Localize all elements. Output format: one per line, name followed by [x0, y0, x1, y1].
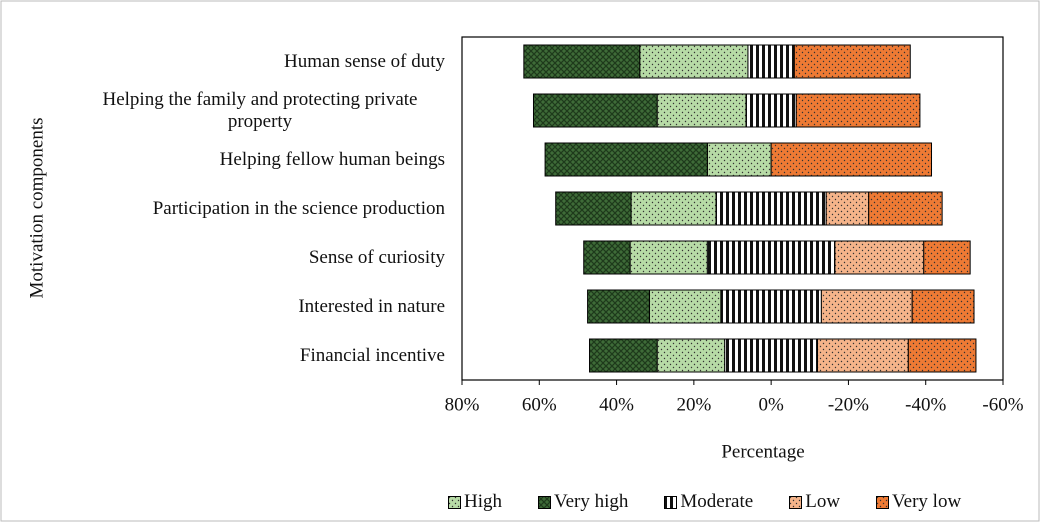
x-tick-label: -40%: [905, 394, 946, 415]
x-axis-label: Percentage: [721, 441, 804, 462]
bar-segment: [907, 338, 977, 373]
legend-swatch-rect: [876, 495, 890, 509]
bar-segment: [629, 240, 708, 275]
legend-item: Very high: [538, 491, 628, 513]
legend-label: High: [464, 491, 502, 512]
category-label: Helping fellow human beings: [219, 148, 445, 170]
category-label: Interested in nature: [298, 295, 445, 317]
category-label: Sense of curiosity: [308, 246, 445, 268]
bar-segment: [583, 240, 631, 275]
bar-segment: [656, 338, 726, 373]
bar-segment: [747, 44, 795, 79]
legend-item: Low: [789, 491, 840, 513]
category-label: Helping the family and protecting privat…: [102, 88, 418, 132]
legend-swatch: [448, 495, 461, 509]
bar-segment: [555, 191, 632, 226]
bar-segment: [720, 289, 822, 324]
bar-segment: [648, 289, 722, 324]
legend-label: Very low: [892, 491, 962, 512]
bar-segment: [523, 44, 641, 79]
bar-segment: [795, 93, 921, 128]
bar-segment: [544, 142, 708, 177]
legend-swatch: [876, 495, 890, 509]
x-tick-label: 80%: [445, 394, 480, 415]
bar-segment: [715, 191, 827, 226]
plot-frame: [461, 36, 1004, 381]
x-tick-label: 0%: [758, 394, 784, 415]
x-tick-label: -20%: [828, 394, 869, 415]
x-tick-label: 60%: [522, 394, 557, 415]
x-tick-label: -60%: [982, 394, 1023, 415]
bar-segment: [911, 289, 975, 324]
bar-segment: [834, 240, 925, 275]
legend-swatch-rect: [448, 495, 461, 509]
bar-segment: [724, 338, 819, 373]
bar-segment: [656, 93, 747, 128]
legend-item: Very low: [876, 491, 961, 513]
legend-swatch: [538, 495, 551, 509]
bar-segment: [532, 93, 658, 128]
bar-segment: [770, 142, 933, 177]
legend-item: Moderate: [664, 491, 753, 513]
bar-segment: [587, 289, 650, 324]
legend-label: Low: [805, 491, 841, 512]
legend-swatch-rect: [538, 495, 551, 509]
y-axis-label: Motivation components: [26, 117, 47, 298]
bar-segment: [706, 142, 772, 177]
x-tick-label: 20%: [676, 394, 711, 415]
bar-segment: [820, 289, 913, 324]
bar-segment: [825, 191, 870, 226]
x-tick-label: 40%: [599, 394, 634, 415]
legend-item: High: [448, 491, 502, 513]
legend-label: Very high: [554, 491, 629, 512]
legend-swatch-rect: [789, 495, 803, 509]
legend-swatch-rect: [664, 495, 678, 509]
legend-swatch: [789, 495, 803, 509]
bar-segment: [817, 338, 909, 373]
bar-segment: [706, 240, 836, 275]
bar-segment: [868, 191, 943, 226]
bar-segment: [639, 44, 749, 79]
category-label: Human sense of duty: [284, 50, 445, 72]
bar-segment: [793, 44, 911, 79]
bar-segment: [923, 240, 971, 275]
legend-label: Moderate: [680, 491, 754, 512]
bar-segment: [589, 338, 658, 373]
bar-segment: [745, 93, 797, 128]
legend: High Very high Moderate Low Very low: [448, 491, 961, 513]
category-label: Participation in the science production: [152, 197, 445, 219]
bar-segment: [630, 191, 717, 226]
category-label: Financial incentive: [299, 344, 445, 366]
legend-swatch: [664, 495, 678, 509]
